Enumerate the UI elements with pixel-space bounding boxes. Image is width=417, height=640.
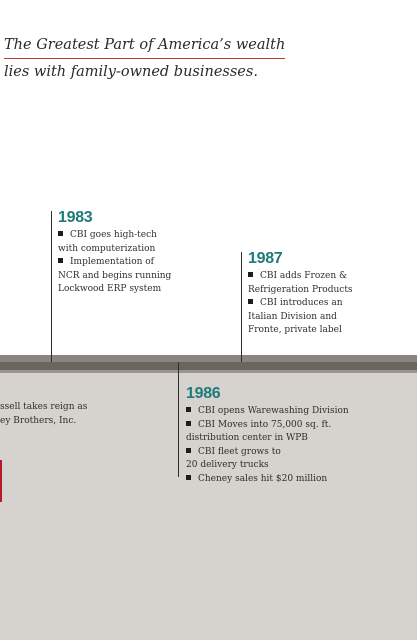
red-accent-mark [0, 460, 2, 502]
event-line: 20 delivery trucks [186, 460, 269, 470]
event-1983: 1983 CBI goes high-tech with computeriza… [58, 209, 228, 297]
bullet-icon [58, 231, 63, 236]
event-line: ey Brothers, Inc. [0, 415, 77, 426]
event-line: with computerization [58, 243, 156, 254]
bullet-icon [248, 272, 253, 277]
event-line: Implementation of [58, 256, 228, 270]
event-line: NCR and begins running [58, 270, 172, 281]
event-cutoff-left: ssell takes reign as ey Brothers, Inc. [0, 401, 87, 428]
bullet-icon [186, 407, 191, 412]
event-line: Cheney sales hit $20 million [186, 473, 411, 487]
event-line: CBI introduces an [248, 297, 413, 311]
event-line: CBI fleet grows to [186, 446, 411, 460]
event-line: CBI Moves into 75,000 sq. ft. [186, 419, 411, 433]
quote-line-2: lies with family-owned businesses. [4, 64, 258, 80]
bullet-icon [58, 258, 63, 263]
event-line: Lockwood ERP system [58, 284, 162, 294]
event-line: distribution center in WPB [186, 433, 308, 443]
bullet-icon [186, 447, 191, 453]
event-line: Fronte, private label [248, 325, 342, 335]
timeline-band-bottom [0, 370, 417, 373]
timeline-connector-1983 [51, 211, 52, 362]
timeline-band [0, 362, 417, 370]
family-business-quote: The Greatest Part of America’s wealth li… [4, 34, 334, 84]
lower-panel [0, 373, 417, 640]
event-line: CBI opens Warewashing Division [186, 405, 411, 419]
timeline-connector-1987 [241, 252, 242, 362]
bullet-icon [186, 420, 191, 426]
quote-line-1: The Greatest Part of America’s wealth [4, 34, 286, 59]
event-line: CBI goes high-tech [58, 229, 228, 243]
event-line: ssell takes reign as [0, 402, 88, 412]
upper-panel [0, 0, 417, 357]
event-line: Italian Division and [248, 311, 337, 322]
year-label: 1986 [186, 385, 221, 402]
event-line: CBI adds Frozen & [248, 270, 413, 284]
timeline-connector-1986 [178, 362, 179, 477]
year-label: 1983 [58, 209, 93, 226]
timeline-band-top [0, 355, 417, 362]
bullet-icon [186, 474, 191, 480]
event-1987: 1987 CBI adds Frozen & Refrigeration Pro… [248, 250, 413, 338]
bullet-icon [248, 299, 253, 304]
year-label: 1987 [248, 250, 283, 267]
event-1986: 1986 CBI opens Warewashing Division CBI … [186, 385, 411, 486]
event-line: Refrigeration Products [248, 284, 353, 295]
